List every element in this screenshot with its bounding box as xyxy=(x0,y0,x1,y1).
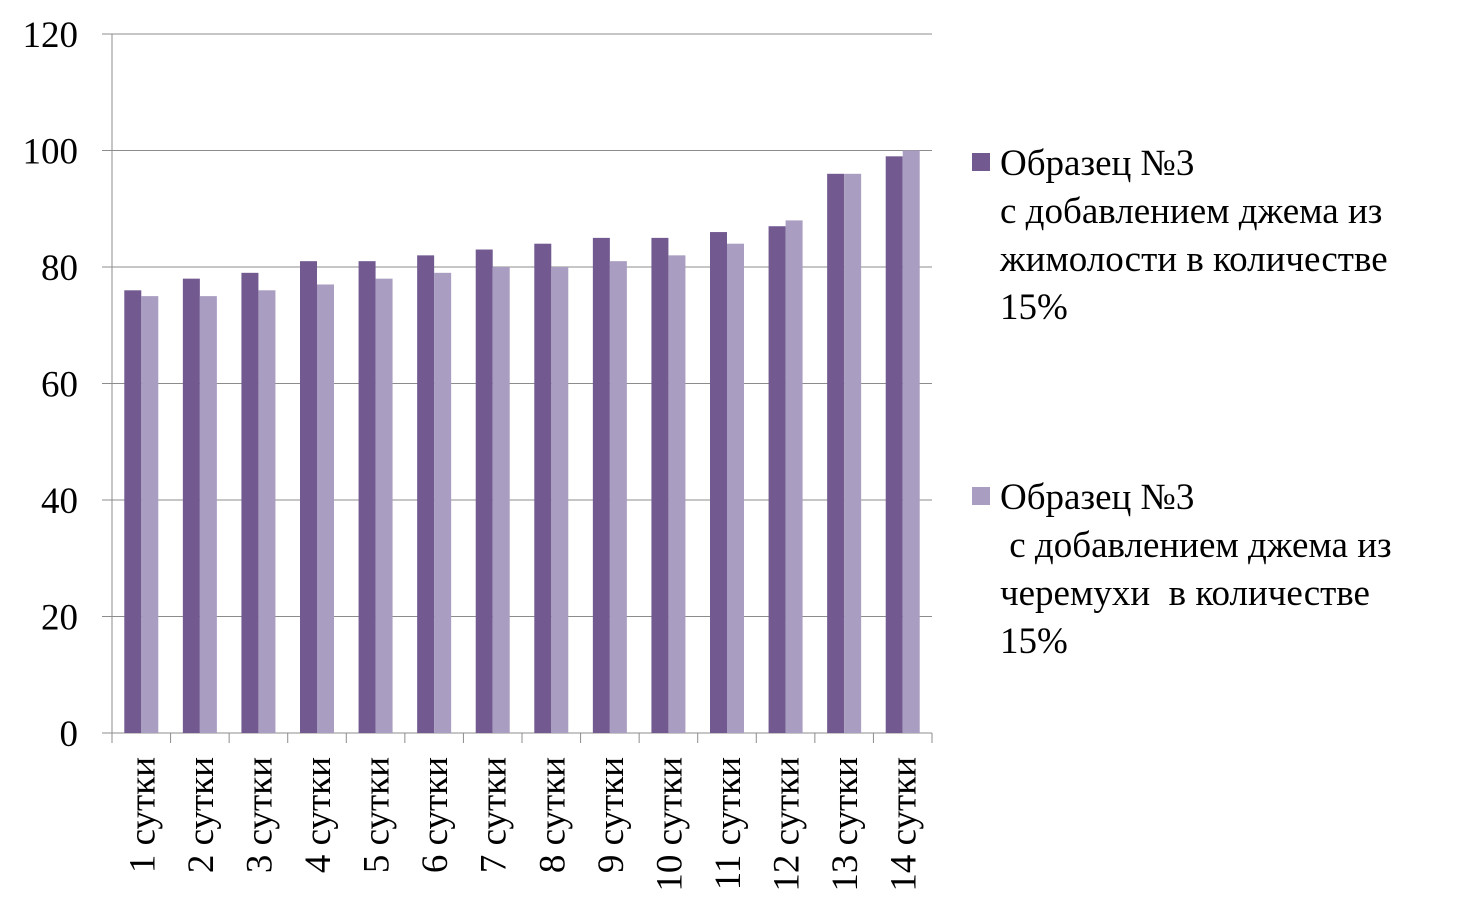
bar xyxy=(199,296,217,733)
bar xyxy=(492,267,510,733)
bar xyxy=(375,278,393,733)
x-tick-label: 4 сутки xyxy=(298,757,339,873)
x-tick-label: 7 сутки xyxy=(474,757,515,873)
y-tick-label: 60 xyxy=(41,365,78,406)
y-tick-label: 40 xyxy=(41,481,78,522)
bar xyxy=(434,272,452,733)
x-tick-label: 14 сутки xyxy=(884,757,925,892)
x-tick-label: 2 сутки xyxy=(181,757,222,873)
x-tick-label: 8 сутки xyxy=(532,757,573,873)
bar xyxy=(785,220,803,733)
x-tick-label: 9 сутки xyxy=(591,757,632,873)
bar xyxy=(551,267,569,733)
bar xyxy=(651,237,669,733)
legend-swatch xyxy=(972,487,990,505)
bar xyxy=(609,261,627,733)
bar xyxy=(668,255,686,733)
x-tick-label: 3 сутки xyxy=(239,757,280,873)
bar xyxy=(844,173,862,734)
bar xyxy=(300,261,317,733)
bar xyxy=(124,290,142,733)
bar xyxy=(710,232,727,734)
x-tick-label: 6 сутки xyxy=(415,757,456,873)
bar xyxy=(241,272,259,733)
x-tick-label: 1 сутки xyxy=(122,757,163,873)
legend-label: Образец №3 с добавлением джема из жимоло… xyxy=(1000,143,1388,328)
bar xyxy=(727,243,744,733)
x-tick-label: 11 сутки xyxy=(708,757,749,890)
x-tick-label: 13 сутки xyxy=(825,757,866,892)
bar xyxy=(358,261,376,733)
bar xyxy=(902,150,920,733)
legend-swatch xyxy=(972,153,990,171)
y-tick-label: 0 xyxy=(60,714,79,755)
legend-label: Образец №3 с добавлением джема из черему… xyxy=(1000,477,1392,662)
y-tick-label: 80 xyxy=(41,248,78,289)
y-tick-label: 100 xyxy=(23,132,79,173)
y-tick-label: 120 xyxy=(23,15,79,56)
bar xyxy=(768,226,786,733)
bar xyxy=(827,173,845,734)
bar xyxy=(592,237,610,733)
bar xyxy=(317,284,334,733)
x-tick-label: 5 сутки xyxy=(357,757,398,873)
bar xyxy=(534,243,552,733)
bar xyxy=(141,296,159,733)
legend-item: Образец №3 с добавлением джема из жимоло… xyxy=(972,140,1388,332)
bar xyxy=(258,290,276,733)
bar xyxy=(475,249,493,733)
bar xyxy=(885,156,903,733)
x-tick-label: 10 сутки xyxy=(649,757,690,892)
y-tick-label: 20 xyxy=(41,598,78,639)
x-tick-label: 12 сутки xyxy=(767,757,808,892)
bar xyxy=(417,255,435,733)
bar xyxy=(182,278,200,733)
legend-item: Образец №3 с добавлением джема из черему… xyxy=(972,474,1392,666)
